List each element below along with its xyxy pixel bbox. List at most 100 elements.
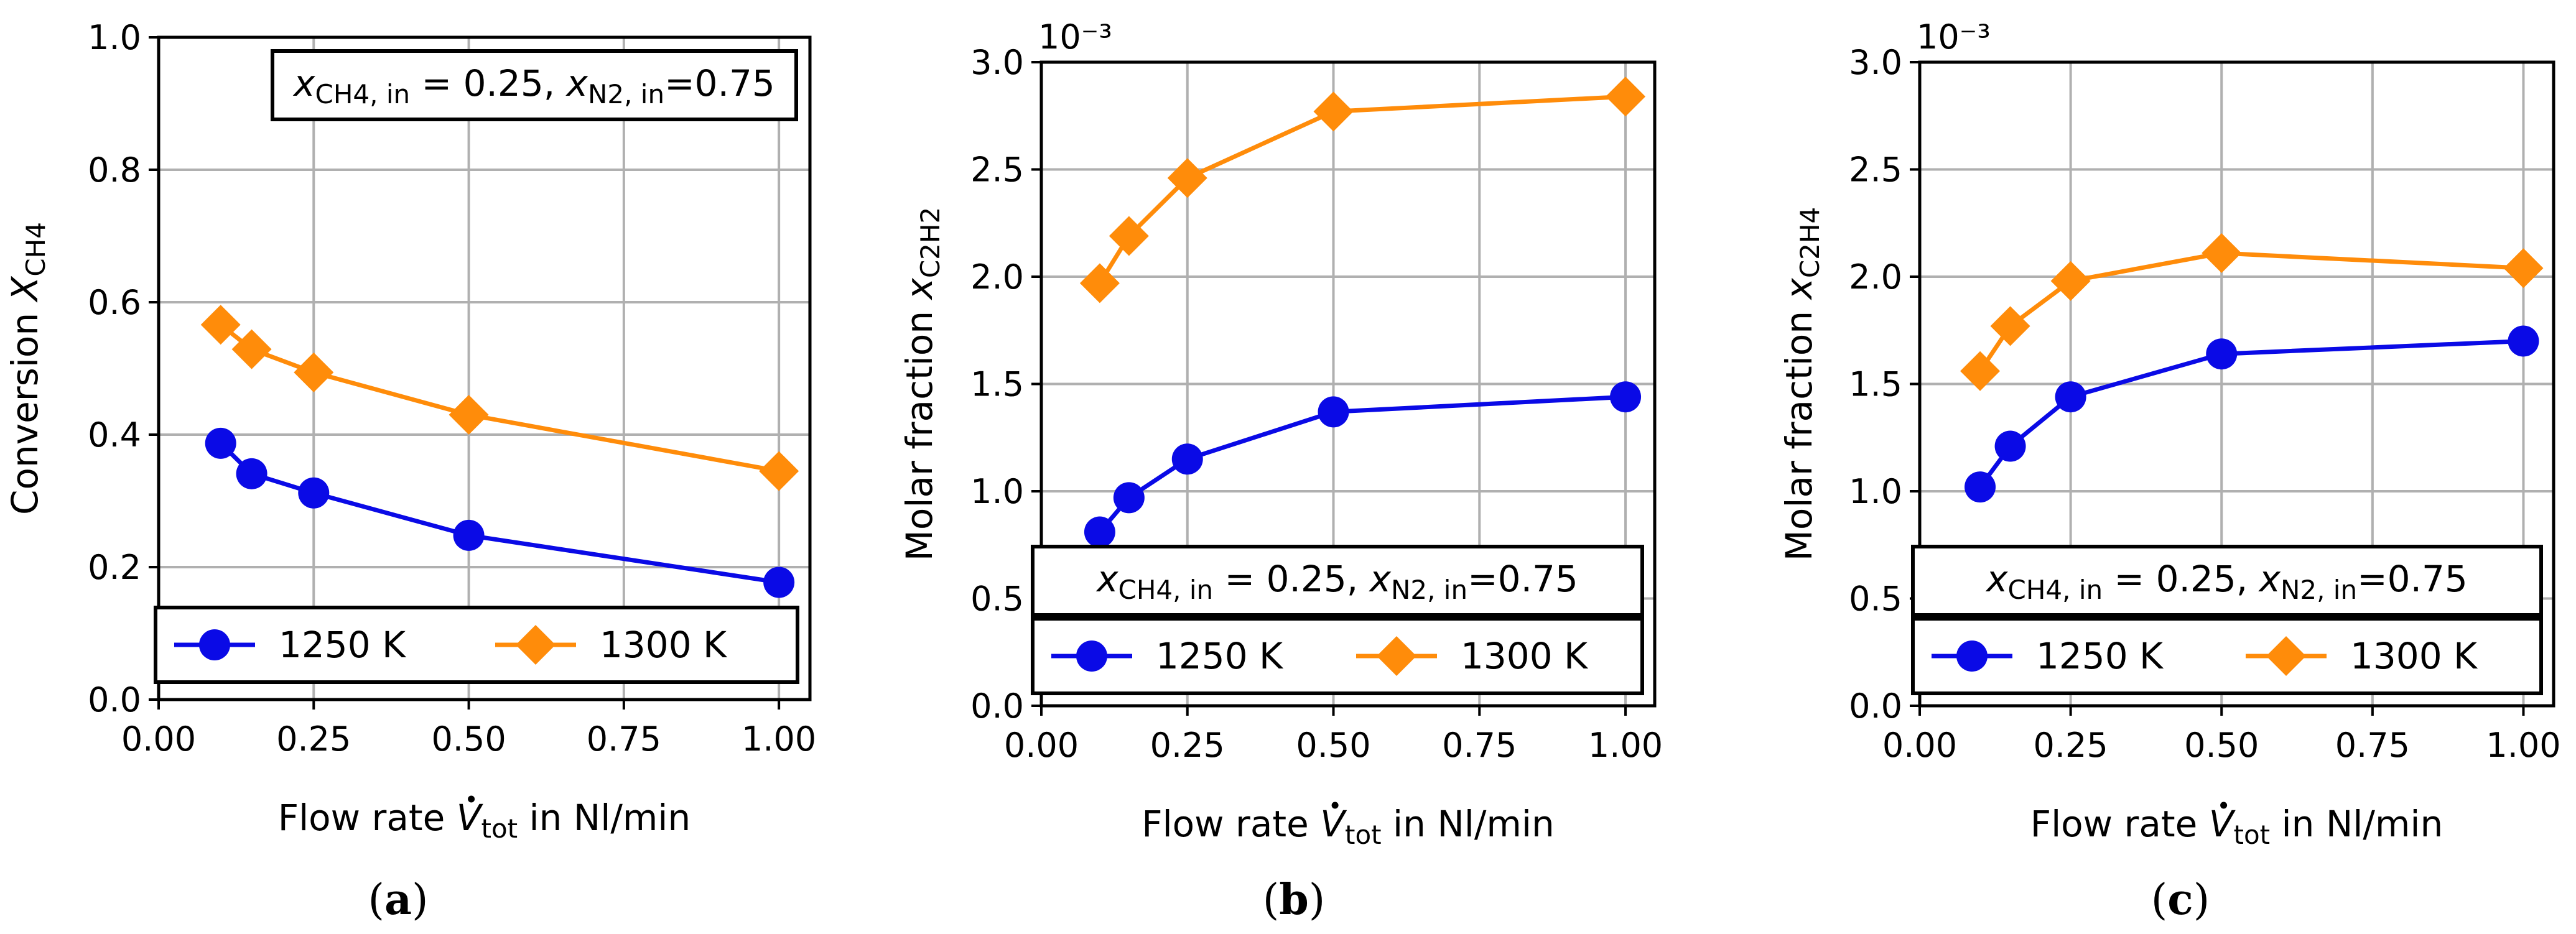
y-tick-label: 0.0	[88, 680, 141, 719]
y-tick-label: 0.5	[1849, 580, 1902, 619]
x-label-symbol: V	[2209, 803, 2236, 845]
y-label-symbol: x	[1778, 277, 1820, 300]
chart-panel-b: 0.00 0.25 0.50 0.75 1.00 0.0 0.5 1.0 1.5 2.0 2.5 3.…	[898, 17, 1663, 925]
x-label-suffix: in Nl/min	[518, 797, 690, 839]
y-tick-label: 1.0	[970, 472, 1024, 511]
legend-marker-1300k	[1377, 636, 1416, 676]
x-tick-label: 1.00	[742, 719, 816, 759]
ann-end: =0.75	[2357, 558, 2468, 600]
data-point-1250k	[1965, 471, 1996, 503]
x-tick-label: 0.00	[1004, 726, 1079, 765]
y-tick-label: 2.0	[970, 257, 1024, 297]
legend: 1250 K 1300 K	[154, 606, 799, 684]
y-tick-label: 3.0	[970, 43, 1024, 82]
x-label-sub: tot	[481, 813, 518, 844]
chart-panel-a: 0.00 0.25 0.50 0.75 1.00 0.0 0.2 0.4 0.6 0.8 1.0 Fl…	[4, 18, 816, 925]
x-tick-label: 1.00	[2486, 726, 2560, 765]
y-tick-label: 1.0	[88, 18, 141, 57]
data-point-1300k	[1079, 263, 1120, 303]
chart-panel-c: 0.00 0.25 0.50 0.75 1.00 0.0 0.5 1.0 1.5 2.0 2.5 3.…	[1778, 17, 2561, 925]
data-point-1300k	[449, 395, 489, 435]
legend-label: 1250 K	[2036, 635, 2164, 677]
ann-end: =0.75	[664, 62, 775, 104]
legend-marker-1300k	[2266, 636, 2306, 676]
y-tick-label: 2.5	[970, 150, 1024, 190]
series-line-1300k	[219, 323, 779, 474]
data-point-1300k	[294, 352, 334, 392]
caption-paren-close: )	[1309, 876, 1326, 925]
series-line-1250k	[219, 442, 779, 585]
ann-end: =0.75	[1467, 558, 1578, 600]
caption-paren-open: (	[2151, 876, 2168, 925]
x-tick-label: 0.00	[1882, 726, 1957, 765]
x-label-dot	[2220, 802, 2228, 809]
y-tick-label: 0.6	[88, 283, 141, 322]
data-point-1250k	[2206, 338, 2238, 370]
legend-marker-1250k	[1076, 640, 1107, 672]
ann-sub: N2, in	[2281, 575, 2357, 605]
data-point-1250k	[205, 427, 236, 459]
y-label-main: Molar fraction	[1778, 299, 1820, 561]
legend-label: 1300 K	[2350, 635, 2478, 677]
y-tick-label: 0.0	[1849, 687, 1902, 726]
x-tick-label: 0.50	[431, 719, 506, 759]
caption-paren-close: )	[412, 876, 429, 925]
x-tick-label: 0.25	[276, 719, 351, 759]
ann-var: x	[1985, 558, 2008, 600]
ann-sub: N2, in	[588, 79, 664, 109]
ann-var: x	[1095, 558, 1118, 600]
y-label-sub: CH4	[21, 222, 51, 277]
x-tick-label: 0.50	[2184, 726, 2259, 765]
x-label-dot	[468, 795, 475, 803]
x-label-prefix: Flow rate	[278, 797, 457, 839]
y-scale-note: 10⁻³	[1038, 17, 1112, 57]
ann-var: x	[292, 62, 315, 104]
panel-caption: (a)	[368, 875, 428, 925]
ann-mid: = 0.25,	[410, 62, 566, 104]
ann-sub: CH4, in	[2008, 575, 2103, 605]
x-label-suffix: in Nl/min	[1382, 803, 1555, 845]
y-tick-label: 0.2	[88, 548, 141, 587]
caption-paren-close: )	[2193, 876, 2210, 925]
y-tick-label: 1.0	[1849, 472, 1902, 511]
y-tick-label: 2.0	[1849, 257, 1902, 297]
caption-letter: c	[2167, 875, 2193, 925]
ann-mid: = 0.25,	[1213, 558, 1369, 600]
legend-label: 1300 K	[1461, 635, 1589, 677]
data-point-1300k	[1109, 216, 1149, 256]
legend-label: 1250 K	[279, 624, 407, 666]
x-tick-label: 0.00	[121, 719, 196, 759]
annotation-box: xCH4, in = 0.25, xN2, in=0.75	[1911, 545, 2543, 617]
y-tick-label: 0.8	[88, 150, 141, 190]
axes-frame	[157, 35, 812, 701]
ann-var: x	[1369, 558, 1392, 600]
y-axis-label: Conversion XCH4	[4, 222, 51, 515]
data-point-1250k	[2508, 325, 2539, 357]
x-axis-label: Flow rate Vtot in Nl/min	[278, 797, 691, 844]
y-axis-label: Molar fraction xC2H4	[1778, 207, 1825, 561]
data-point-1300k	[1606, 76, 1646, 117]
data-point-1250k	[298, 477, 330, 509]
series-line-1250k	[1978, 339, 2524, 489]
y-tick-label: 2.5	[1849, 150, 1902, 190]
data-point-1250k	[1113, 482, 1145, 514]
data-point-1250k	[1994, 430, 2026, 462]
data-point-1250k	[1610, 381, 1642, 413]
x-tick-label: 0.75	[1442, 726, 1517, 765]
annotation-frame	[1911, 545, 2543, 617]
panel-caption: (c)	[2151, 875, 2210, 925]
legend-label: 1250 K	[1156, 635, 1284, 677]
x-label-sub: tot	[1345, 820, 1382, 850]
x-tick-label: 0.50	[1296, 726, 1370, 765]
data-point-1250k	[453, 519, 485, 551]
data-point-1250k	[236, 458, 267, 489]
legend-marker-1250k	[199, 629, 230, 660]
y-tick-label: 0.4	[88, 415, 141, 455]
annotation-text: xCH4, in = 0.25, xN2, in=0.75	[1095, 558, 1578, 605]
data-point-1300k	[1167, 158, 1207, 198]
annotation-text: xCH4, in = 0.25, xN2, in=0.75	[1985, 558, 2468, 605]
annotation-frame	[271, 49, 798, 121]
data-point-1300k	[1313, 91, 1354, 132]
x-tick-label: 0.25	[1150, 726, 1225, 765]
legend-marker-1300k	[516, 625, 556, 665]
